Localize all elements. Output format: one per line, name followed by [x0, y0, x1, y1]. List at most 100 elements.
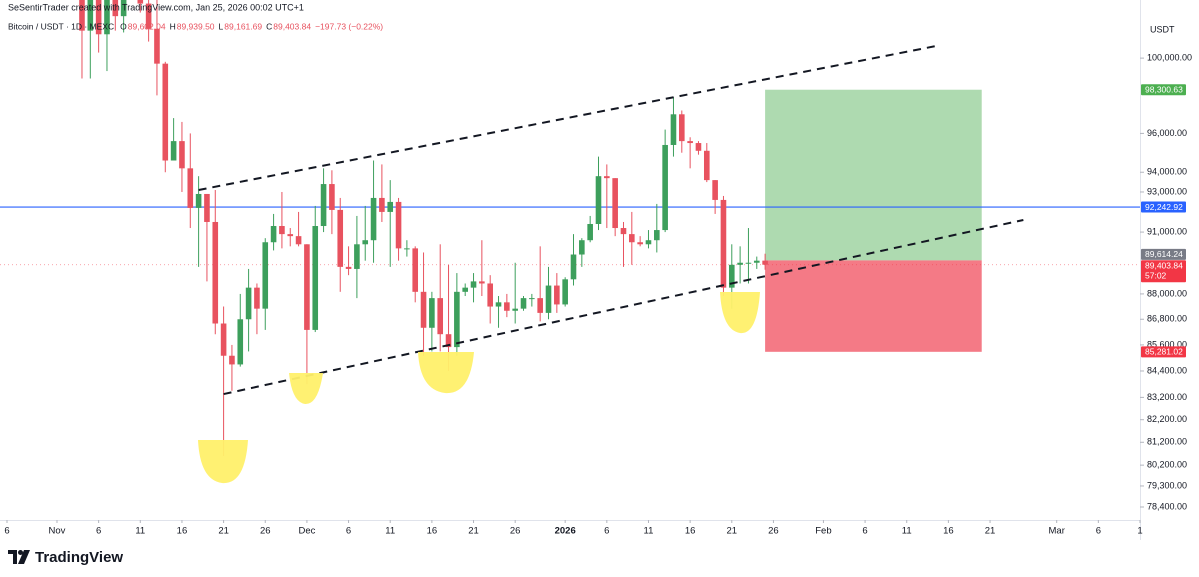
candle-body: [79, 0, 85, 31]
candle-body: [154, 28, 160, 64]
candle-body: [562, 279, 568, 305]
x-tick-label: 6: [604, 526, 609, 537]
price-tag: [1141, 248, 1186, 260]
candle-body: [337, 209, 344, 267]
candle-body: [462, 287, 468, 292]
candle-body: [637, 242, 643, 245]
candle-body: [279, 226, 285, 235]
candle-body: [187, 168, 194, 208]
candle-body: [612, 178, 618, 229]
price-tag-label: 89,614.24: [1145, 249, 1183, 259]
x-tick-label: 11: [644, 526, 654, 537]
candle-body: [670, 114, 677, 145]
loss-zone: [765, 260, 982, 352]
candle-body: [679, 114, 685, 142]
price-tag: [1141, 260, 1186, 283]
x-tick-label: Dec: [298, 526, 315, 537]
price-tag: [1141, 346, 1186, 358]
candle-body: [662, 144, 668, 231]
candle-body: [554, 285, 560, 305]
candle-body: [370, 197, 377, 241]
trendline: [223, 218, 1024, 396]
candle-body: [654, 230, 660, 241]
candle-body: [712, 180, 718, 200]
candle-body: [112, 0, 119, 17]
y-tick-label: 79,300.00: [1147, 480, 1187, 490]
price-tag: [1141, 201, 1186, 213]
highlight-shapes: [198, 292, 760, 484]
y-tick-label: 84,400.00: [1147, 365, 1187, 375]
highlight: [720, 292, 760, 334]
y-tick-label: 93,000.00: [1147, 186, 1187, 196]
candle-body: [287, 234, 294, 237]
candle-body: [579, 240, 585, 255]
candle-body: [753, 260, 760, 263]
x-tick-label: 21: [726, 526, 737, 537]
candle-body: [270, 226, 277, 243]
ohlc-value: 89,939.50: [177, 21, 215, 31]
candle-body: [737, 262, 743, 265]
highlight: [198, 440, 248, 484]
candle-body: [212, 221, 219, 324]
x-tick-label: 26: [768, 526, 779, 537]
highlight: [289, 373, 323, 405]
change: −197.73 (−0.22%): [315, 21, 383, 31]
chart: USDT SeSentirTrader created with Trading…: [0, 0, 1192, 540]
candle-body: [720, 199, 727, 288]
x-tick-label: 11: [385, 526, 395, 537]
candle-body: [354, 244, 360, 269]
x-tick-label: 21: [468, 526, 479, 537]
candle-body: [254, 287, 260, 309]
candle-body: [429, 298, 435, 328]
ohlc-key: O: [120, 21, 127, 31]
profit-zone: [765, 89, 982, 261]
y-tick-label: 94,000.00: [1147, 167, 1187, 177]
x-tick-label: 16: [427, 526, 438, 537]
x-tick-label: 16: [943, 526, 954, 537]
candle-body: [295, 236, 302, 245]
candle-body: [179, 141, 185, 169]
candle-body: [537, 298, 543, 313]
candle-body: [512, 308, 518, 311]
candle-body: [220, 323, 227, 356]
y-tick-label: 82,200.00: [1147, 414, 1187, 424]
y-tick-label: 96,000.00: [1147, 128, 1187, 138]
x-tick-label: 26: [260, 526, 271, 537]
candle-body: [104, 0, 110, 35]
candle-body: [479, 281, 485, 284]
candle-body: [703, 150, 710, 181]
candle-body: [454, 291, 460, 348]
y-tick-label: 83,200.00: [1147, 392, 1187, 402]
symbol: Bitcoin / USDT · 1D · MEXC: [8, 21, 114, 31]
candle-body: [687, 141, 693, 144]
ohlc-value: 89,403.84: [273, 21, 311, 31]
y-tick-label: 86,800.00: [1147, 314, 1187, 324]
x-tick-label: 21: [985, 526, 996, 537]
legend: Bitcoin / USDT · 1D · MEXC O 89,602.04 H 89,…: [8, 21, 383, 31]
candle-body: [387, 201, 394, 212]
price-tag-label: 85,281.02: [1145, 347, 1183, 357]
x-tick-label: 6: [346, 526, 351, 537]
x-tick-label: 11: [902, 526, 912, 537]
y-tick-label: 78,400.00: [1147, 501, 1187, 511]
candle-body: [645, 240, 652, 245]
y-tick-label: 100,000.00: [1147, 52, 1192, 62]
candle-body: [545, 285, 552, 313]
candle-body: [595, 176, 602, 224]
x-tick-label: 6: [862, 526, 867, 537]
x-tick-label: Nov: [49, 526, 66, 537]
candle-body: [345, 266, 352, 269]
x-tick-label: 11: [135, 526, 145, 537]
y-tick-label: 91,000.00: [1147, 226, 1187, 236]
candle-body: [379, 197, 385, 212]
y-tick-label: 81,200.00: [1147, 437, 1187, 447]
candle-body: [470, 281, 477, 288]
candle-body: [695, 143, 702, 151]
candle-body: [604, 176, 610, 179]
plot-area: [0, 0, 1140, 456]
ohlc-key: L: [219, 21, 224, 31]
candle-body: [587, 223, 593, 241]
highlight: [418, 352, 474, 394]
x-tick-label: Mar: [1049, 526, 1065, 537]
